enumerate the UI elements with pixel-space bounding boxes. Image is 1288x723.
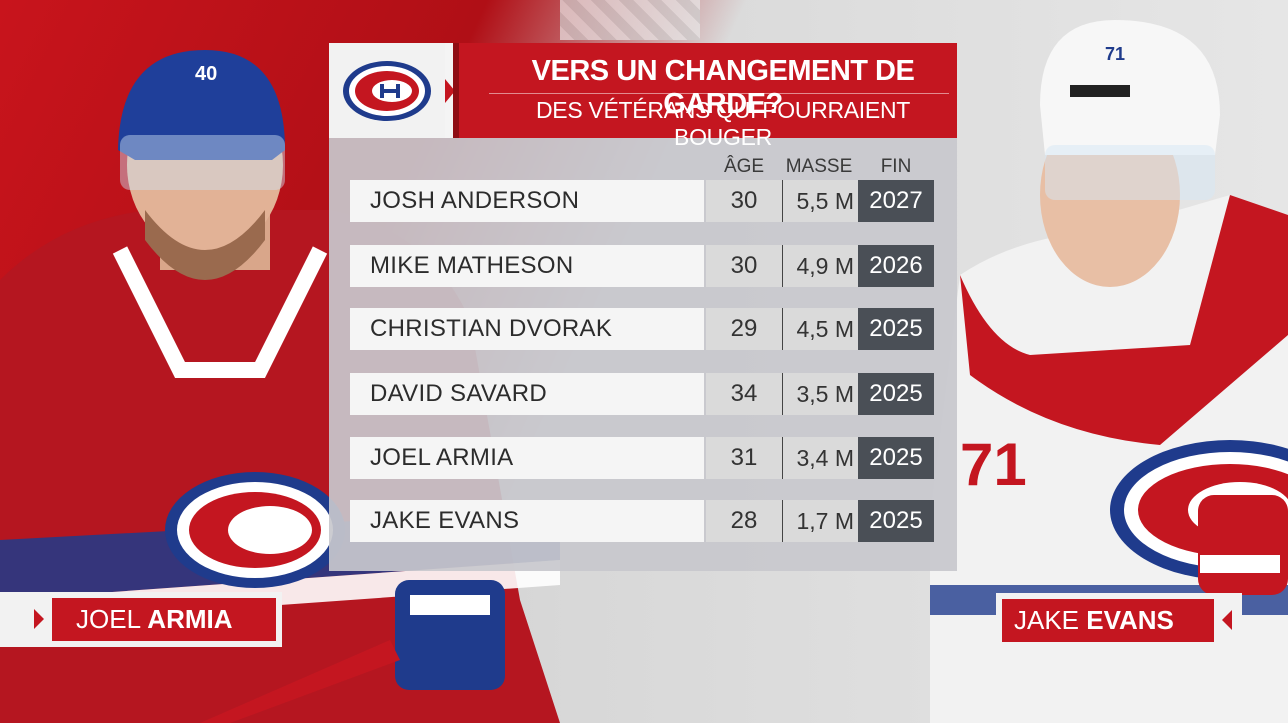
player-first-name: JAKE [1014, 605, 1087, 635]
table-row: MIKE MATHESON 30 4,9 M 2026 [350, 245, 934, 287]
contract-end: 2025 [858, 500, 934, 542]
name-tag-left-label: JOEL ARMIA [52, 598, 276, 641]
table-row: DAVID SAVARD 34 3,5 M 2025 [350, 373, 934, 415]
player-name: JAKE EVANS [350, 500, 704, 542]
chevron-left-icon [1222, 610, 1232, 630]
table-row: JAKE EVANS 28 1,7 M 2025 [350, 500, 934, 542]
svg-text:40: 40 [195, 63, 217, 85]
player-name: JOEL ARMIA [350, 437, 704, 479]
table-row: JOEL ARMIA 31 3,4 M 2025 [350, 437, 934, 479]
table-row: CHRISTIAN DVORAK 29 4,5 M 2025 [350, 308, 934, 350]
svg-text:71: 71 [1105, 44, 1125, 64]
title-arrow-icon [445, 79, 455, 103]
player-salary: 1,7 M [782, 500, 858, 542]
panel-header: VERS UN CHANGEMENT DE GARDE? DES VÉTÉRAN… [329, 43, 957, 150]
player-first-name: JOEL [76, 604, 148, 634]
player-age: 28 [706, 500, 782, 542]
player-salary: 4,5 M [782, 308, 858, 350]
player-salary: 3,5 M [782, 373, 858, 415]
player-age: 31 [706, 437, 782, 479]
page-title: VERS UN CHANGEMENT DE GARDE? [531, 55, 915, 120]
contract-end: 2025 [858, 437, 934, 479]
table-row: JOSH ANDERSON 30 5,5 M 2027 [350, 180, 934, 222]
background-pattern [560, 0, 700, 40]
player-age: 29 [706, 308, 782, 350]
name-tag-left: JOEL ARMIA [0, 592, 282, 647]
contract-end: 2027 [858, 180, 934, 222]
player-salary: 5,5 M [782, 180, 858, 222]
page-subtitle: DES VÉTÉRANS QUI POURRAIENT BOUGER [535, 97, 911, 150]
title-box: VERS UN CHANGEMENT DE GARDE? DES VÉTÉRAN… [453, 43, 957, 150]
player-right-photo: 71 71 [930, 20, 1288, 723]
player-age: 34 [706, 373, 782, 415]
column-header-fin: FIN [880, 156, 912, 177]
svg-text:71: 71 [960, 431, 1027, 498]
player-name: CHRISTIAN DVORAK [350, 308, 704, 350]
column-header-mass: MASSE [785, 156, 853, 177]
chevron-right-icon [34, 609, 44, 629]
contract-end: 2026 [858, 245, 934, 287]
player-age: 30 [706, 180, 782, 222]
stats-panel: VERS UN CHANGEMENT DE GARDE? DES VÉTÉRAN… [329, 43, 957, 571]
canadiens-logo-icon [343, 60, 431, 121]
player-age: 30 [706, 245, 782, 287]
player-last-name: EVANS [1086, 605, 1174, 635]
player-last-name: ARMIA [147, 604, 233, 634]
player-salary: 3,4 M [782, 437, 858, 479]
player-name: MIKE MATHESON [350, 245, 704, 287]
team-logo-box [329, 43, 445, 138]
name-tag-right: JAKE EVANS [996, 593, 1242, 648]
contract-end: 2025 [858, 373, 934, 415]
contract-end: 2025 [858, 308, 934, 350]
player-name: DAVID SAVARD [350, 373, 704, 415]
player-name: JOSH ANDERSON [350, 180, 704, 222]
title-divider [489, 93, 949, 94]
name-tag-right-label: JAKE EVANS [1002, 599, 1214, 642]
player-salary: 4,9 M [782, 245, 858, 287]
column-header-age: ÂGE [723, 156, 765, 177]
